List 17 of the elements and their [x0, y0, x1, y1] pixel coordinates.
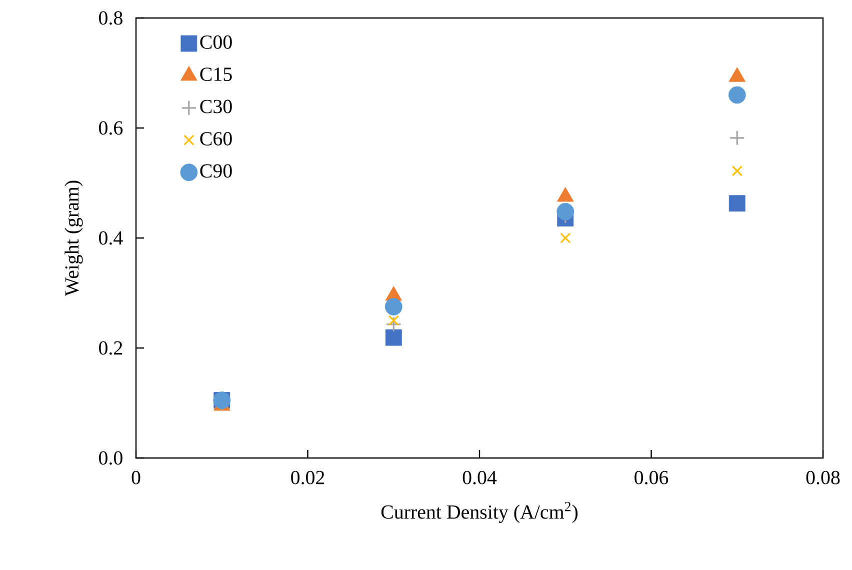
y-tick-label: 0.0 [99, 451, 122, 465]
x-tick-label: 0.02 [291, 470, 324, 484]
x-tick-label: 0.04 [462, 470, 497, 484]
legend-label: C15 [200, 68, 232, 81]
legend-label: C30 [200, 100, 232, 114]
legend-label: C90 [200, 164, 232, 178]
y-axis-title: Weight (gram) [64, 180, 83, 296]
y-tick-label: 0.8 [99, 11, 122, 25]
y-tick-label: 0.2 [99, 341, 122, 355]
y-tick-label: 0.6 [99, 121, 123, 135]
legend-label: C60 [200, 132, 232, 146]
legend-label: C00 [200, 35, 232, 49]
y-tick-label: 0.4 [99, 231, 123, 245]
x-tick-label: 0 [132, 470, 140, 484]
x-axis-title: Current Density (A/cm$^{2}$) [381, 502, 578, 523]
x-tick-label: 0.06 [634, 470, 668, 484]
x-tick-label: 0.08 [806, 470, 840, 484]
